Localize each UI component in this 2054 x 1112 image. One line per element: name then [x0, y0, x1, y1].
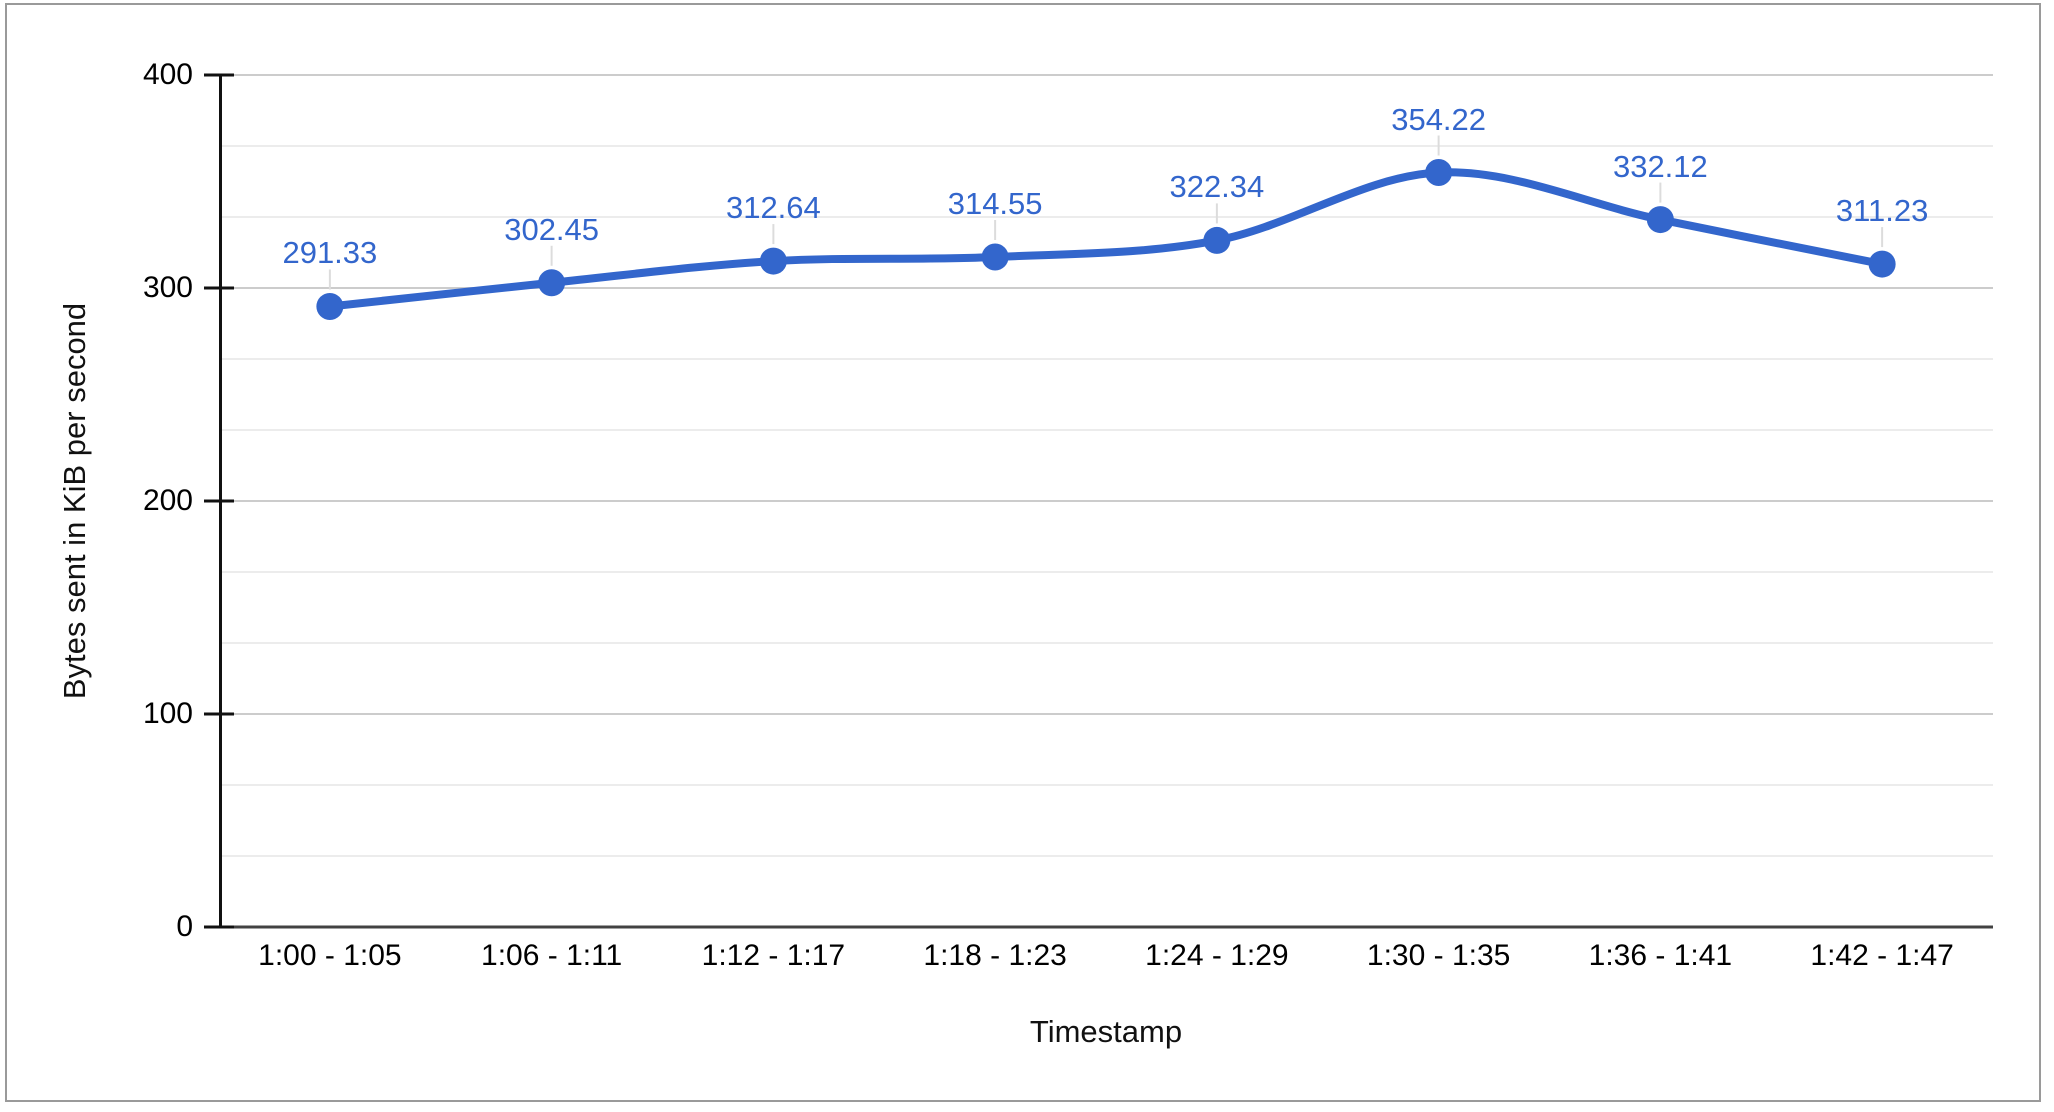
data-point-value-label: 291.33	[282, 235, 378, 271]
x-tick-label: 1:24 - 1:29	[1145, 939, 1289, 972]
data-point-value-label: 302.45	[504, 211, 600, 247]
data-point-value-label: 322.34	[1169, 169, 1265, 205]
y-tick-label: 300	[142, 271, 193, 304]
data-point-value-label: 354.22	[1391, 101, 1487, 137]
y-tick-label: 200	[142, 484, 193, 517]
data-point[interactable]	[316, 292, 344, 320]
data-point[interactable]	[1203, 226, 1231, 254]
window-border	[5, 3, 2041, 1102]
x-tick-label: 1:06 - 1:11	[481, 939, 623, 972]
data-point[interactable]	[759, 247, 787, 275]
data-point[interactable]	[1868, 250, 1896, 278]
x-tick-label: 1:42 - 1:47	[1810, 939, 1954, 972]
y-tick-label: 0	[176, 910, 193, 943]
y-tick-label: 100	[142, 697, 193, 730]
x-tick-label: 1:12 - 1:17	[701, 939, 846, 972]
data-point-value-label: 311.23	[1835, 193, 1929, 229]
data-point[interactable]	[538, 269, 566, 297]
data-point-value-label: 312.64	[725, 190, 821, 226]
data-point[interactable]	[1646, 206, 1674, 234]
x-tick-label: 1:18 - 1:23	[923, 939, 1067, 972]
data-point-value-label: 314.55	[947, 186, 1043, 221]
y-tick-label: 400	[142, 58, 193, 91]
series-line	[325, 168, 1887, 311]
x-tick-label: 1:36 - 1:41	[1588, 939, 1733, 972]
data-point[interactable]	[1425, 159, 1453, 187]
data-point[interactable]	[981, 243, 1009, 271]
x-axis-title: Timestamp	[1029, 1014, 1183, 1049]
y-axis-title: Bytes sent in KiB per second	[57, 302, 92, 700]
data-point-value-label: 332.12	[1612, 148, 1708, 184]
x-tick-label: 1:30 - 1:35	[1366, 939, 1511, 972]
x-tick-label: 1:00 - 1:05	[258, 939, 402, 972]
